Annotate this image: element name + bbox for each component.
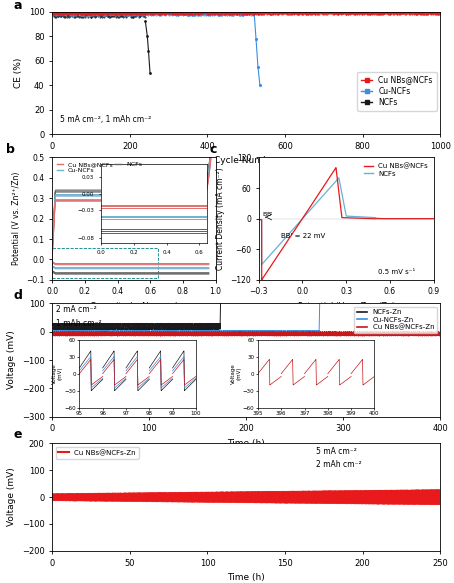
- Text: 2 mA cm⁻²: 2 mA cm⁻²: [56, 305, 97, 314]
- Legend: Cu NBs@NCFs, Cu-NCFs, NCFs: Cu NBs@NCFs, Cu-NCFs, NCFs: [55, 160, 143, 175]
- Text: 2 mAh cm⁻²: 2 mAh cm⁻²: [316, 460, 362, 469]
- Bar: [52, 248, 158, 278]
- Y-axis label: Voltage (mV): Voltage (mV): [7, 331, 16, 389]
- X-axis label: Time (h): Time (h): [227, 573, 265, 582]
- Legend: Cu NBs@NCFs, NCFs: Cu NBs@NCFs, NCFs: [362, 161, 430, 179]
- Text: B: B: [262, 212, 266, 217]
- X-axis label: Time (h): Time (h): [227, 439, 265, 448]
- Text: d: d: [13, 289, 22, 301]
- Y-axis label: Current Density (mA cm⁻²): Current Density (mA cm⁻²): [216, 167, 225, 270]
- Text: 5 mA cm⁻²: 5 mA cm⁻²: [316, 447, 357, 456]
- Text: 5 mA cm⁻², 1 mAh cm⁻²: 5 mA cm⁻², 1 mAh cm⁻²: [60, 115, 151, 124]
- Text: BB' = 22 mV: BB' = 22 mV: [281, 233, 325, 239]
- X-axis label: Cycle Number: Cycle Number: [214, 156, 278, 166]
- Text: a: a: [13, 0, 22, 12]
- Text: c: c: [210, 142, 217, 156]
- Text: e: e: [13, 428, 22, 441]
- Y-axis label: CE (%): CE (%): [14, 58, 23, 88]
- X-axis label: Capacity (mAh cm⁻²): Capacity (mAh cm⁻²): [90, 302, 178, 311]
- Text: b: b: [6, 142, 15, 156]
- Y-axis label: Potential (V vs. Zn²⁺/Zn): Potential (V vs. Zn²⁺/Zn): [12, 172, 20, 265]
- Legend: Cu NBs@NCFs-Zn: Cu NBs@NCFs-Zn: [56, 447, 139, 459]
- Legend: Cu NBs@NCFs, Cu-NCFs, NCFs: Cu NBs@NCFs, Cu-NCFs, NCFs: [357, 72, 437, 111]
- Text: 1 mAh cm⁻²: 1 mAh cm⁻²: [56, 319, 102, 328]
- X-axis label: Potential (V vs. Zn²⁺/Zn): Potential (V vs. Zn²⁺/Zn): [298, 302, 395, 311]
- Legend: NCFs-Zn, Cu-NCFs-Zn, Cu NBs@NCFs-Zn: NCFs-Zn, Cu-NCFs-Zn, Cu NBs@NCFs-Zn: [354, 307, 437, 333]
- Text: 0.5 mV s⁻¹: 0.5 mV s⁻¹: [378, 269, 415, 275]
- Y-axis label: Voltage (mV): Voltage (mV): [7, 468, 16, 526]
- Text: B': B': [266, 212, 272, 217]
